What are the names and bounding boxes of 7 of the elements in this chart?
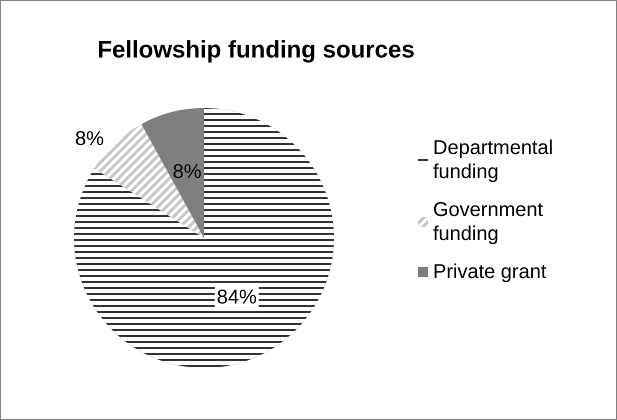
legend-label: Government funding xyxy=(433,199,549,245)
data-label: 8% xyxy=(172,161,202,184)
chart-title: Fellowship funding sources xyxy=(97,36,415,64)
legend-label: Departmental funding xyxy=(433,137,559,183)
data-label: 84% xyxy=(216,286,257,309)
data-label: 8% xyxy=(74,128,104,150)
legend-label: Private grant xyxy=(433,261,547,283)
